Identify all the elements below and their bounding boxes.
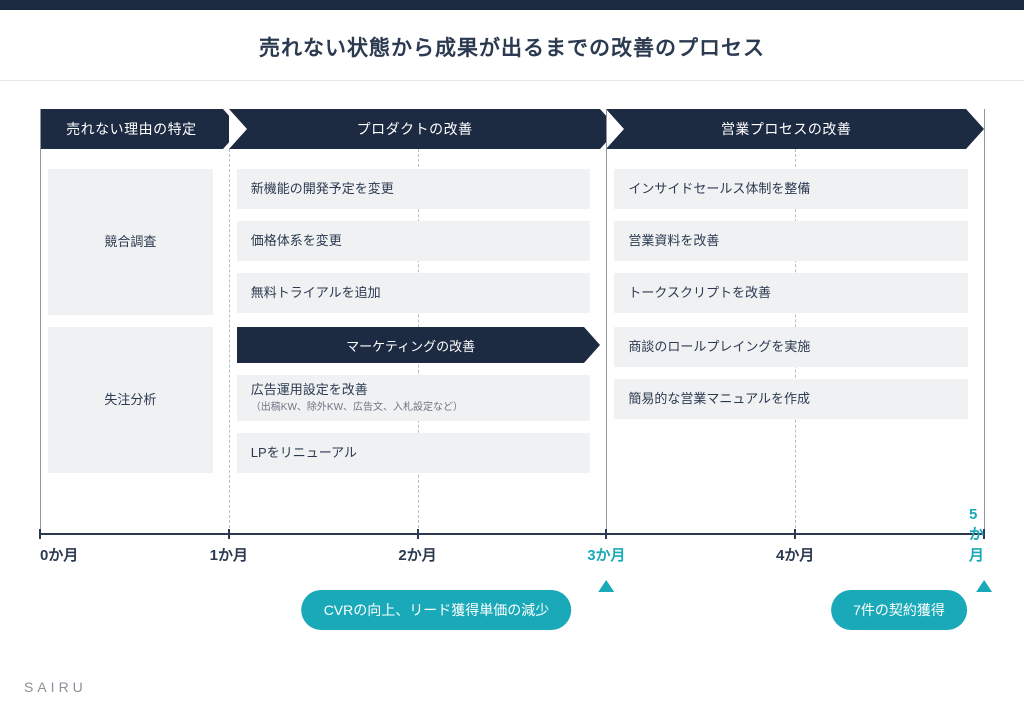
axis-tick [794, 529, 796, 539]
activity-box: 競合調査 [48, 169, 213, 315]
axis-label: 5か月 [969, 506, 984, 565]
activity-label: 競合調査 [104, 233, 156, 251]
timeline-axis [40, 533, 984, 535]
guide-line [606, 109, 607, 533]
activity-label: インサイドセールス体制を整備 [628, 180, 954, 198]
activity-box: 新機能の開発予定を変更 [237, 169, 591, 209]
guide-line [229, 149, 230, 533]
activity-label: 失注分析 [104, 391, 156, 409]
activity-label: 無料トライアルを追加 [251, 284, 577, 302]
axis-label: 4か月 [776, 544, 814, 565]
phase-header: 売れない理由の特定 [40, 109, 223, 149]
activity-box: 価格体系を変更 [237, 221, 591, 261]
guide-line [40, 109, 41, 533]
activity-label: 商談のロールプレイングを実施 [628, 338, 954, 356]
axis-tick [228, 529, 230, 539]
axis-tick [417, 529, 419, 539]
activity-box: LPをリニューアル [237, 433, 591, 473]
activity-box: 無料トライアルを追加 [237, 273, 591, 313]
activity-box: 広告運用設定を改善 （出稿KW、除外KW、広告文、入札設定など） [237, 375, 591, 421]
callout-arrow [598, 580, 614, 592]
guide-line [984, 109, 985, 533]
activity-box: 商談のロールプレイングを実施 [614, 327, 968, 367]
activity-box: トークスクリプトを改善 [614, 273, 968, 313]
activity-box: 営業資料を改善 [614, 221, 968, 261]
brand-logo: SAIRU [24, 679, 87, 695]
axis-label: 1か月 [210, 544, 248, 565]
activity-label: 価格体系を変更 [251, 232, 577, 250]
page-title: 売れない状態から成果が出るまでの改善のプロセス [0, 10, 1024, 80]
title-divider [0, 80, 1024, 81]
callout-arrow [976, 580, 992, 592]
activity-label: 営業資料を改善 [628, 232, 954, 250]
activity-sublabel: （出稿KW、除外KW、広告文、入札設定など） [251, 401, 577, 415]
activity-label: トークスクリプトを改善 [628, 284, 954, 302]
subphase-header: マーケティングの改善 [237, 327, 585, 363]
phase-header: 営業プロセスの改善 [606, 109, 966, 149]
axis-label: 2か月 [398, 544, 436, 565]
axis-tick [605, 529, 607, 539]
top-accent-bar [0, 0, 1024, 10]
result-callout: 7件の契約獲得 [831, 590, 967, 630]
activity-box: 簡易的な営業マニュアルを作成 [614, 379, 968, 419]
phase-header: プロダクトの改善 [229, 109, 601, 149]
axis-label: 0か月 [40, 544, 78, 565]
result-callout: CVRの向上、リード獲得単価の減少 [302, 590, 572, 630]
diagram-canvas: 売れない理由の特定プロダクトの改善営業プロセスの改善競合調査失注分析 新機能の開発… [40, 109, 984, 579]
axis-label: 3か月 [587, 544, 625, 565]
activity-label: 簡易的な営業マニュアルを作成 [628, 390, 954, 408]
activity-box: 失注分析 [48, 327, 213, 473]
activity-label: 広告運用設定を改善 [251, 381, 577, 399]
activity-label: 新機能の開発予定を変更 [251, 180, 577, 198]
activity-box: インサイドセールス体制を整備 [614, 169, 968, 209]
axis-tick [39, 529, 41, 539]
activity-label: LPをリニューアル [251, 444, 577, 462]
